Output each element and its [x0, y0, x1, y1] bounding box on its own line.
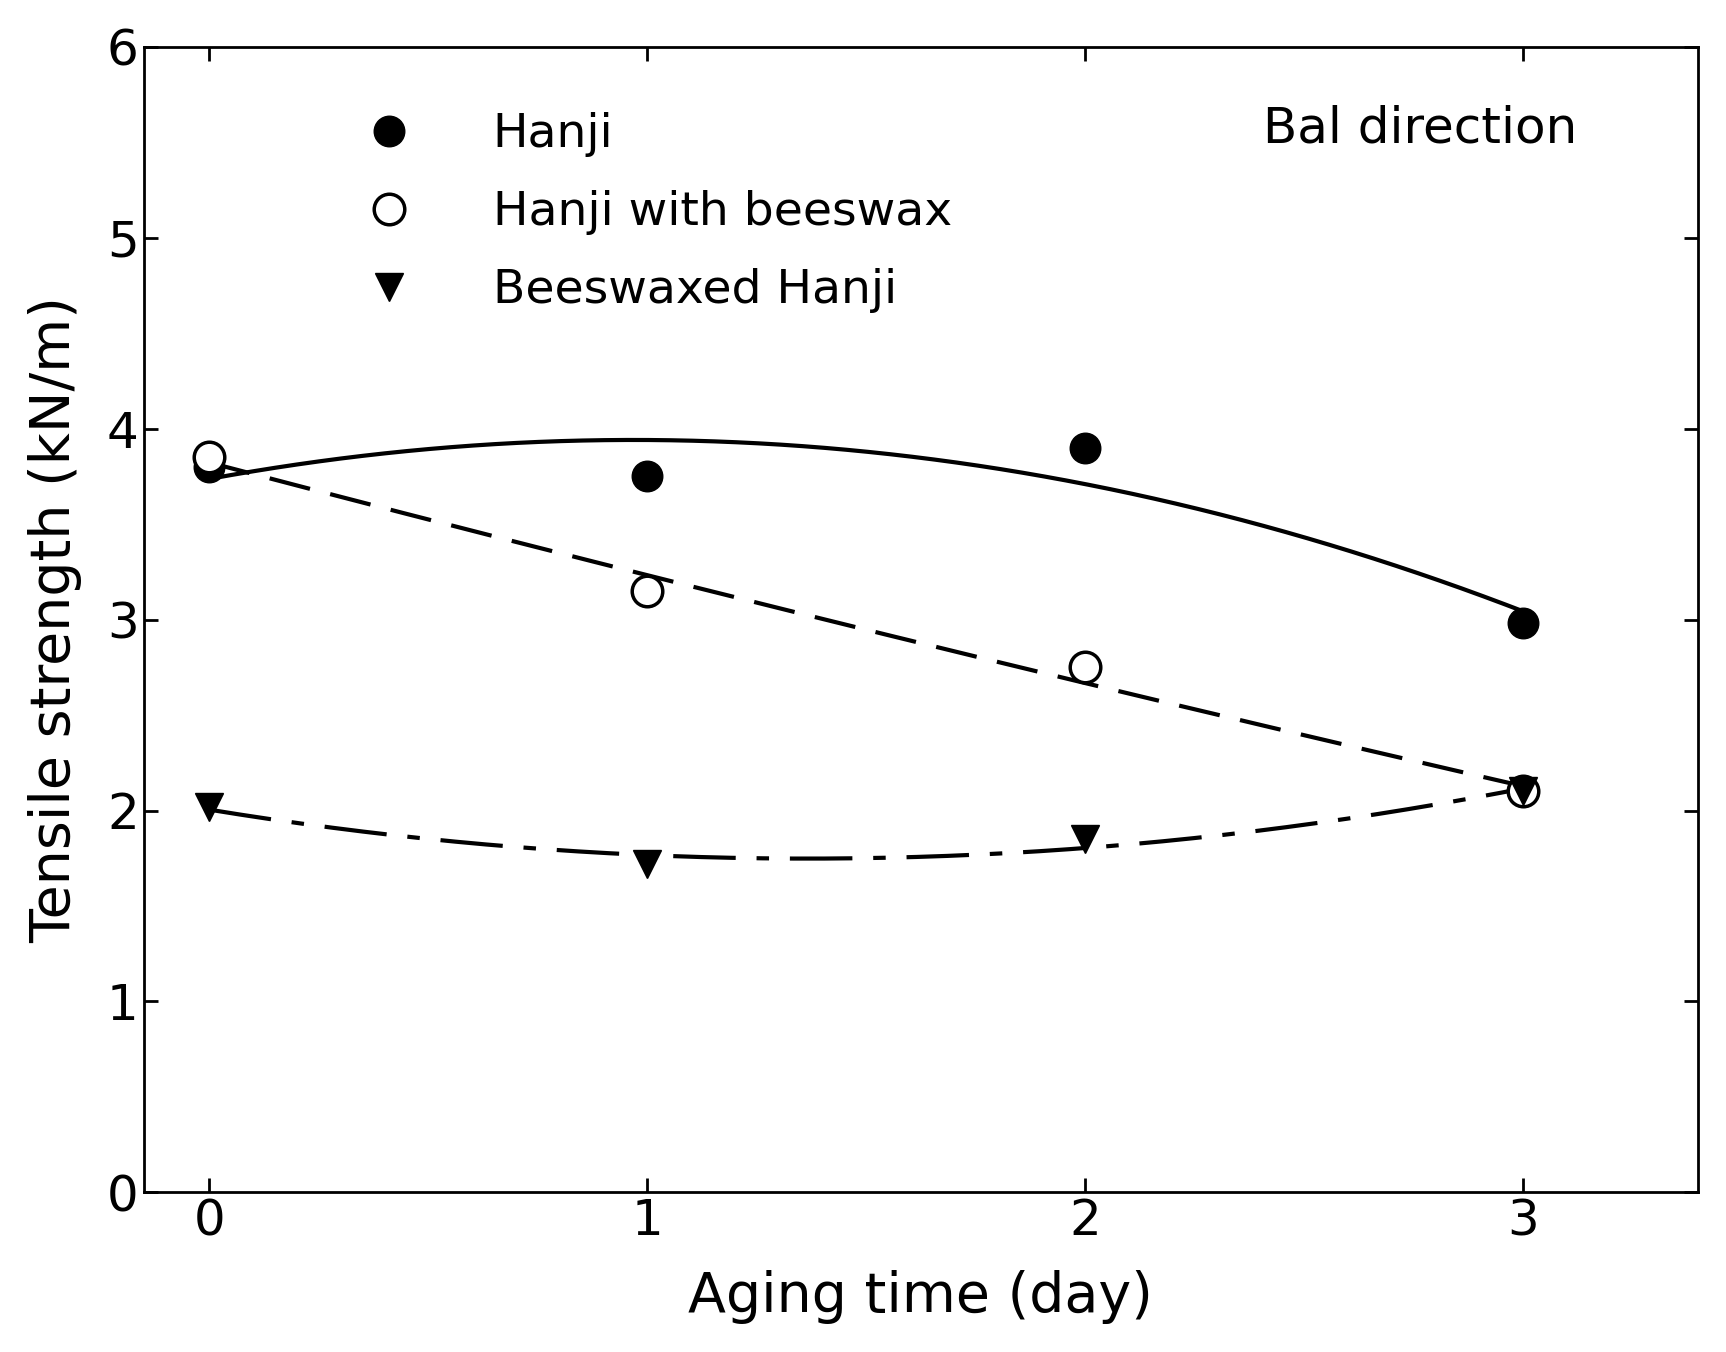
- Text: Bal direction: Bal direction: [1263, 104, 1578, 151]
- X-axis label: Aging time (day): Aging time (day): [689, 1271, 1153, 1324]
- Y-axis label: Tensile strength (kN/m): Tensile strength (kN/m): [28, 296, 81, 942]
- Legend: Hanji, Hanji with beeswax, Beeswaxed Hanji: Hanji, Hanji with beeswax, Beeswaxed Han…: [323, 93, 970, 333]
